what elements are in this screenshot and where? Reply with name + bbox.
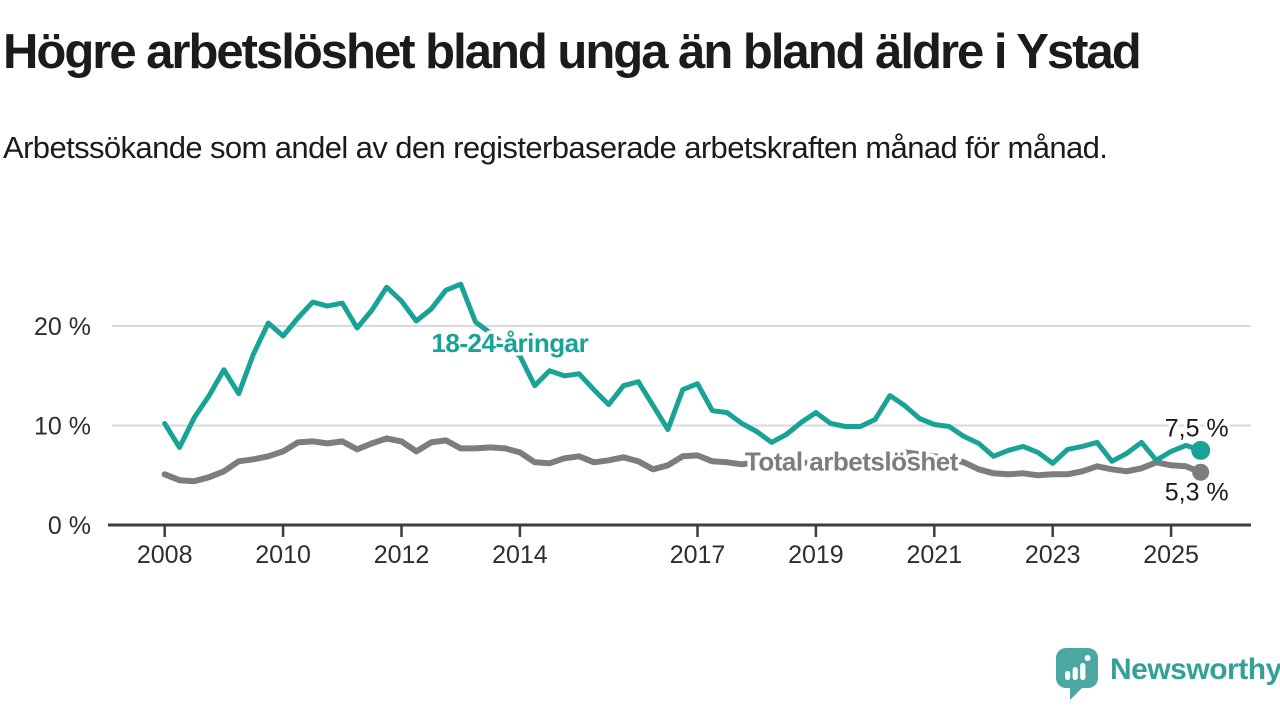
x-axis-tick-label: 2017: [670, 541, 726, 569]
series-line-total: [161, 435, 1204, 485]
y-axis-tick-label: 20 %: [34, 313, 91, 341]
y-axis-tick-label: 0 %: [48, 512, 91, 540]
x-axis-tick-label: 2023: [1025, 541, 1081, 569]
chart-title: Högre arbetslöshet bland unga än bland ä…: [3, 25, 1142, 79]
end-value-label-total: 5,3 %: [1165, 478, 1229, 506]
x-axis-tick-label: 2014: [492, 541, 548, 569]
unemployment-line-chart: 0 % 10 % 20 % 2008 2010 2012 2014 2017 2019 2021 2…: [34, 281, 1251, 569]
newsworthy-logo: Newsworthy: [1054, 646, 1280, 702]
end-value-label-youth: 7,5 %: [1165, 414, 1229, 442]
x-axis-tick-label: 2025: [1143, 541, 1199, 569]
y-axis-tick-label: 10 %: [34, 413, 91, 441]
series-end-dot-total: [1192, 463, 1210, 481]
x-axis-tick-label: 2019: [788, 541, 844, 569]
newsworthy-logo-text: Newsworthy: [1110, 653, 1280, 686]
series-inline-label-total: Total arbetslöshet: [745, 446, 959, 476]
series-end-dot-youth: [1191, 440, 1211, 460]
x-axis-tick-label: 2012: [374, 541, 430, 569]
x-axis-tick-label: 2021: [906, 541, 962, 569]
speech-bubble-bar-chart-icon: [1056, 648, 1098, 700]
x-axis-tick-label: 2010: [255, 541, 311, 569]
series-line-youth: [162, 281, 1204, 466]
x-axis-tick-label: 2008: [137, 541, 193, 569]
chart-subtitle: Arbetssökande som andel av den registerb…: [3, 130, 1108, 165]
series-inline-label-youth: 18-24-åringar: [431, 328, 588, 358]
